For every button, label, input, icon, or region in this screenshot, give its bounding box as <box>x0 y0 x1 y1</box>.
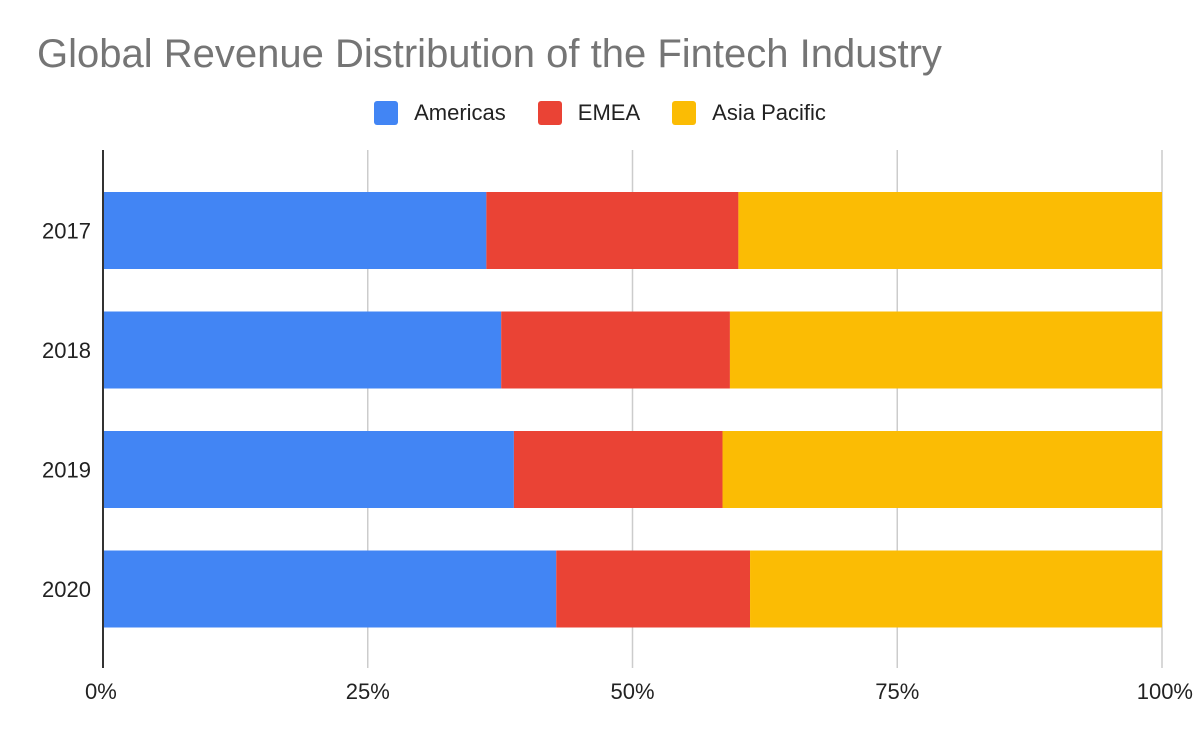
y-tick-label: 2020 <box>42 577 91 602</box>
y-tick-label: 2018 <box>42 338 91 363</box>
x-tick-label: 25% <box>346 679 390 704</box>
legend: Americas EMEA Asia Pacific <box>0 100 1200 126</box>
bar-americas-2017 <box>103 192 487 269</box>
bar-americas-2018 <box>103 311 502 389</box>
bar-asia-pacific-2017 <box>738 192 1162 269</box>
x-tick-label: 50% <box>610 679 654 704</box>
bar-asia-pacific-2019 <box>722 431 1162 508</box>
legend-item-emea[interactable]: EMEA <box>537 100 641 126</box>
bar-emea-2018 <box>501 311 730 389</box>
x-tick-label: 0% <box>85 679 117 704</box>
y-tick-label: 2017 <box>42 219 91 244</box>
legend-label-asia-pacific: Asia Pacific <box>712 100 826 125</box>
bar-asia-pacific-2018 <box>729 311 1162 389</box>
legend-label-americas: Americas <box>414 100 506 125</box>
bar-emea-2019 <box>513 431 723 508</box>
bar-asia-pacific-2020 <box>750 550 1162 628</box>
x-tick-label: 100% <box>1137 679 1193 704</box>
legend-swatch-americas <box>374 101 399 125</box>
x-tick-label: 75% <box>875 679 919 704</box>
bar-emea-2020 <box>556 550 751 628</box>
legend-swatch-emea <box>537 101 562 125</box>
legend-item-asia-pacific[interactable]: Asia Pacific <box>672 100 826 126</box>
bar-americas-2019 <box>103 431 514 508</box>
legend-item-americas[interactable]: Americas <box>374 100 506 126</box>
y-tick-label: 2019 <box>42 458 91 483</box>
legend-label-emea: EMEA <box>577 100 641 125</box>
bar-americas-2020 <box>103 550 557 628</box>
legend-swatch-asia-pacific <box>672 101 697 125</box>
chart-title: Global Revenue Distribution of the Finte… <box>37 32 942 76</box>
bar-emea-2017 <box>486 192 739 269</box>
